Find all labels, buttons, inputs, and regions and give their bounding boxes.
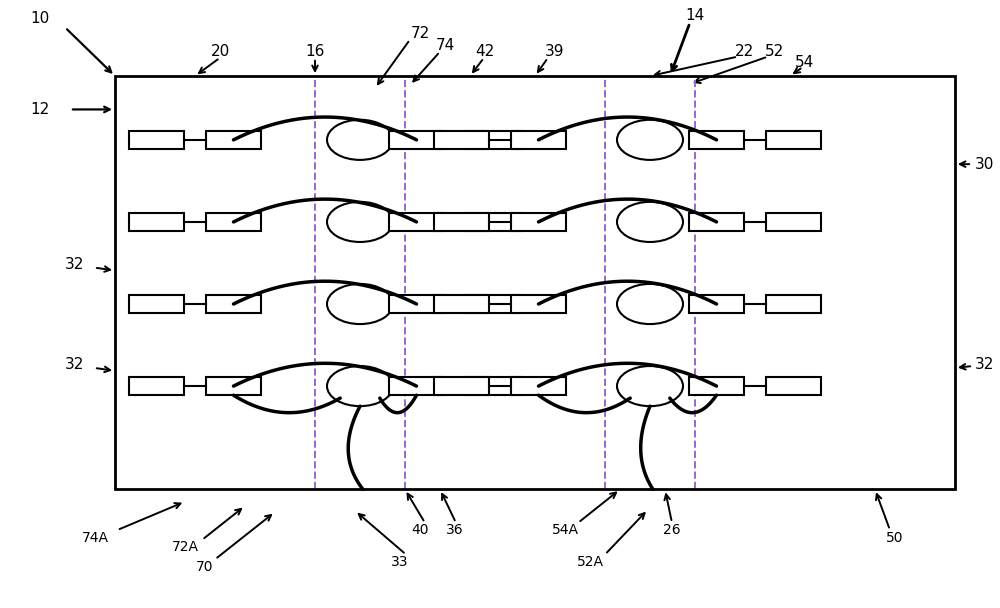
Text: 14: 14	[685, 8, 705, 22]
Text: 72A: 72A	[172, 540, 198, 554]
Bar	[766, 213, 821, 231]
Bar	[129, 377, 184, 395]
Circle shape	[327, 120, 393, 160]
Bar	[766, 377, 821, 395]
Bar	[434, 213, 489, 231]
Bar	[466, 131, 521, 149]
Bar	[511, 295, 566, 313]
Text: 32: 32	[975, 358, 994, 372]
Bar	[766, 295, 821, 313]
Bar	[511, 213, 566, 231]
Text: 22: 22	[735, 44, 755, 59]
Bar	[689, 131, 744, 149]
Circle shape	[617, 120, 683, 160]
Text: 70: 70	[196, 559, 214, 574]
Text: 12: 12	[30, 102, 50, 117]
Bar	[689, 295, 744, 313]
Bar	[206, 377, 261, 395]
Bar	[434, 377, 489, 395]
Text: 42: 42	[475, 44, 495, 59]
Text: 52: 52	[765, 44, 785, 59]
Text: 10: 10	[30, 11, 50, 26]
Text: 32: 32	[65, 257, 85, 272]
Text: 20: 20	[210, 44, 230, 59]
Text: 36: 36	[446, 523, 464, 537]
Text: 52A: 52A	[576, 555, 604, 570]
Bar	[206, 131, 261, 149]
Bar	[434, 131, 489, 149]
Bar	[389, 295, 444, 313]
Bar	[206, 213, 261, 231]
Bar	[129, 131, 184, 149]
Text: 30: 30	[975, 157, 994, 171]
Bar	[466, 295, 521, 313]
Text: 26: 26	[663, 523, 681, 537]
Circle shape	[617, 284, 683, 324]
Text: 72: 72	[410, 26, 430, 41]
Text: 54: 54	[795, 55, 815, 69]
Bar	[206, 295, 261, 313]
Bar	[129, 295, 184, 313]
Bar	[689, 213, 744, 231]
Bar	[466, 213, 521, 231]
Circle shape	[617, 366, 683, 406]
Text: 16: 16	[305, 44, 325, 59]
Bar	[389, 377, 444, 395]
Text: 33: 33	[391, 555, 409, 570]
Text: 54A: 54A	[552, 523, 578, 537]
Circle shape	[327, 284, 393, 324]
Circle shape	[327, 202, 393, 242]
Bar	[115, 76, 955, 489]
Text: 39: 39	[545, 44, 565, 59]
Bar	[511, 131, 566, 149]
Text: 74A: 74A	[82, 531, 108, 545]
Bar	[511, 377, 566, 395]
Circle shape	[327, 366, 393, 406]
Bar	[129, 213, 184, 231]
Bar	[766, 131, 821, 149]
Text: 50: 50	[886, 531, 904, 545]
Text: 40: 40	[411, 523, 429, 537]
Bar	[389, 213, 444, 231]
Text: 32: 32	[65, 358, 85, 372]
Bar	[466, 377, 521, 395]
Bar	[689, 377, 744, 395]
Text: 74: 74	[435, 38, 455, 53]
Bar	[434, 295, 489, 313]
Bar	[389, 131, 444, 149]
Circle shape	[617, 202, 683, 242]
